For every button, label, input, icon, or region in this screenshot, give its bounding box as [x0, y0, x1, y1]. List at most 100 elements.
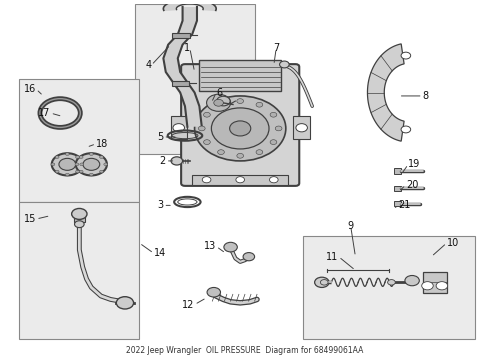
FancyBboxPatch shape [181, 64, 299, 186]
Circle shape [214, 99, 223, 106]
Circle shape [116, 297, 134, 309]
Text: 2022 Jeep Wrangler  OIL PRESSURE  Diagram for 68499061AA: 2022 Jeep Wrangler OIL PRESSURE Diagram … [126, 346, 364, 355]
Ellipse shape [83, 158, 100, 170]
Text: 12: 12 [182, 300, 195, 310]
Circle shape [72, 208, 87, 219]
Text: 6: 6 [216, 87, 222, 98]
Circle shape [236, 177, 245, 183]
Circle shape [401, 52, 411, 59]
Text: 2: 2 [160, 156, 166, 166]
Circle shape [202, 177, 211, 183]
Bar [303, 236, 475, 339]
Bar [172, 33, 190, 38]
Circle shape [79, 170, 83, 173]
Bar [19, 79, 139, 202]
Bar [135, 4, 255, 154]
Circle shape [422, 282, 433, 290]
Circle shape [405, 275, 419, 286]
Circle shape [237, 99, 244, 103]
Circle shape [401, 126, 411, 133]
Circle shape [65, 153, 69, 156]
Bar [199, 60, 281, 91]
Circle shape [211, 108, 269, 149]
Circle shape [203, 112, 210, 117]
Circle shape [436, 282, 448, 290]
Circle shape [217, 96, 230, 106]
Text: 5: 5 [157, 132, 163, 142]
Text: 16: 16 [24, 84, 36, 94]
Circle shape [75, 163, 79, 166]
Circle shape [256, 102, 263, 107]
Circle shape [79, 156, 83, 158]
Text: 19: 19 [408, 159, 420, 169]
Circle shape [270, 112, 277, 117]
Circle shape [243, 253, 255, 261]
Circle shape [195, 96, 286, 161]
Ellipse shape [59, 158, 76, 170]
Circle shape [203, 140, 210, 144]
Bar [423, 272, 447, 293]
Polygon shape [163, 7, 202, 127]
Circle shape [75, 156, 79, 158]
Text: 21: 21 [399, 201, 411, 210]
Text: 8: 8 [423, 91, 429, 101]
Circle shape [280, 61, 289, 68]
Circle shape [207, 287, 220, 297]
Text: 14: 14 [154, 248, 166, 258]
Circle shape [171, 157, 183, 165]
Ellipse shape [76, 153, 107, 175]
Circle shape [99, 170, 103, 173]
Text: 11: 11 [326, 252, 339, 262]
Circle shape [207, 94, 231, 111]
Polygon shape [163, 0, 216, 10]
Text: 4: 4 [145, 60, 151, 70]
Circle shape [55, 156, 59, 158]
Circle shape [230, 121, 251, 136]
Bar [394, 185, 401, 191]
Text: 17: 17 [38, 108, 50, 118]
Bar [394, 168, 401, 174]
Circle shape [275, 126, 282, 131]
Circle shape [198, 126, 205, 131]
Circle shape [256, 150, 263, 154]
Text: 20: 20 [406, 180, 418, 190]
Circle shape [55, 170, 59, 173]
Text: 7: 7 [273, 43, 279, 53]
Text: 15: 15 [24, 214, 36, 224]
Text: 1: 1 [184, 43, 190, 53]
Circle shape [218, 102, 224, 107]
Ellipse shape [52, 153, 83, 175]
Circle shape [51, 163, 55, 166]
Circle shape [104, 163, 108, 166]
Circle shape [315, 277, 329, 287]
Circle shape [270, 140, 277, 144]
Text: 10: 10 [447, 238, 459, 248]
Circle shape [320, 280, 328, 285]
Bar [293, 117, 310, 139]
Circle shape [80, 163, 84, 166]
Circle shape [270, 177, 278, 183]
Text: 13: 13 [204, 242, 216, 251]
Circle shape [296, 123, 307, 132]
Circle shape [388, 280, 395, 285]
Circle shape [99, 156, 103, 158]
Text: 18: 18 [96, 139, 108, 149]
Circle shape [65, 173, 69, 176]
Bar [172, 81, 189, 86]
Circle shape [224, 242, 237, 252]
Text: 9: 9 [347, 221, 354, 231]
Text: 3: 3 [157, 201, 163, 210]
Circle shape [237, 153, 244, 158]
Bar [192, 175, 288, 185]
Circle shape [218, 150, 224, 154]
Circle shape [75, 170, 79, 173]
Circle shape [173, 123, 185, 132]
Bar [394, 201, 401, 206]
Bar [171, 117, 187, 139]
Circle shape [74, 221, 84, 228]
Circle shape [89, 173, 93, 176]
Circle shape [89, 153, 93, 156]
Bar [19, 202, 139, 339]
Polygon shape [368, 44, 404, 141]
Bar [74, 212, 85, 222]
